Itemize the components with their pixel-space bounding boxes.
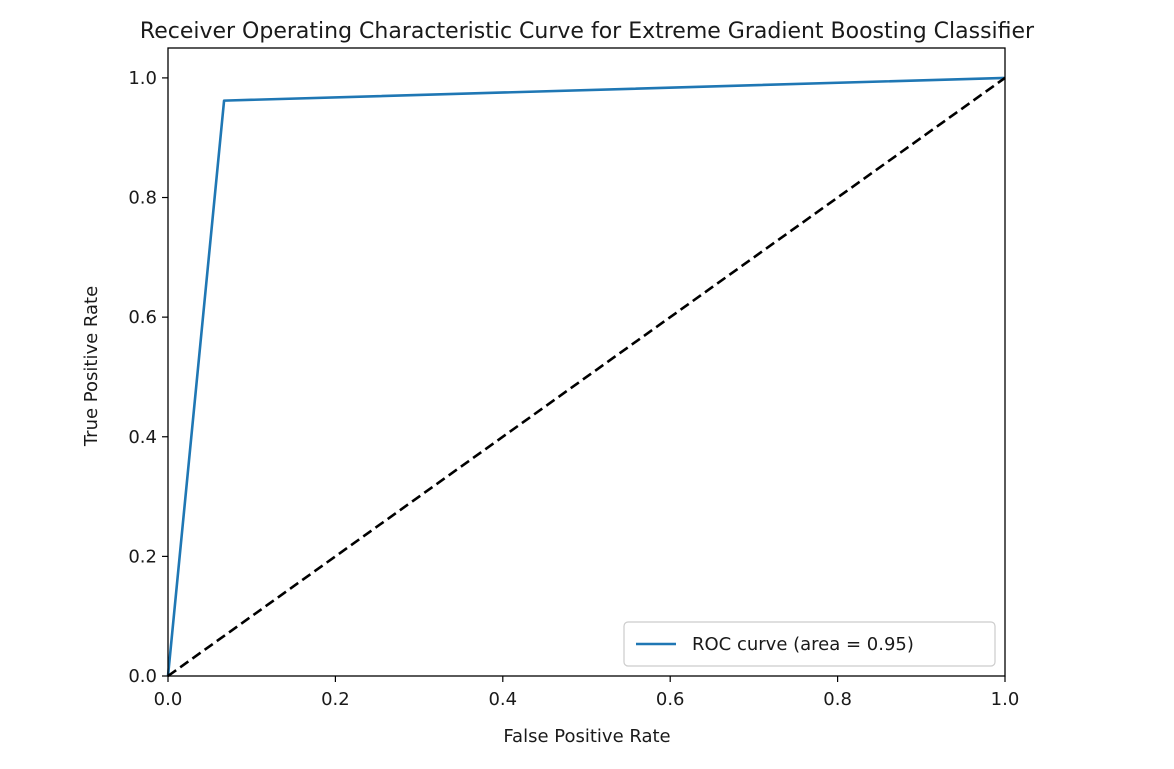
x-axis-label: False Positive Rate — [503, 726, 670, 747]
legend: ROC curve (area = 0.95) — [623, 621, 996, 667]
legend-label: ROC curve (area = 0.95) — [692, 634, 914, 655]
diagonal-reference-line — [167, 76, 1006, 678]
y-tick-label: 0.8 — [128, 188, 157, 209]
roc-curve-line — [166, 76, 1006, 677]
y-tick-label: 0.6 — [128, 307, 157, 328]
y-tick-label: 0.4 — [128, 427, 157, 448]
x-tick-label: 0.2 — [321, 689, 350, 710]
x-tick-label: 0.0 — [154, 689, 183, 710]
chart-title: Receiver Operating Characteristic Curve … — [140, 19, 1035, 44]
plot-area — [166, 47, 1006, 678]
y-axis-ticks: 0.0 0.2 0.4 0.6 0.8 1.0 — [128, 68, 168, 687]
y-tick-label: 0.2 — [128, 546, 157, 567]
x-tick-label: 1.0 — [991, 689, 1020, 710]
y-axis-label: True Positive Rate — [81, 286, 102, 447]
x-tick-label: 0.6 — [656, 689, 685, 710]
x-axis-ticks: 0.0 0.2 0.4 0.6 0.8 1.0 — [154, 676, 1020, 710]
legend-box — [623, 621, 996, 667]
y-tick-label: 0.0 — [128, 666, 157, 687]
x-tick-label: 0.8 — [823, 689, 852, 710]
x-tick-label: 0.4 — [488, 689, 517, 710]
y-tick-label: 1.0 — [128, 68, 157, 89]
axes-frame — [167, 47, 1006, 677]
